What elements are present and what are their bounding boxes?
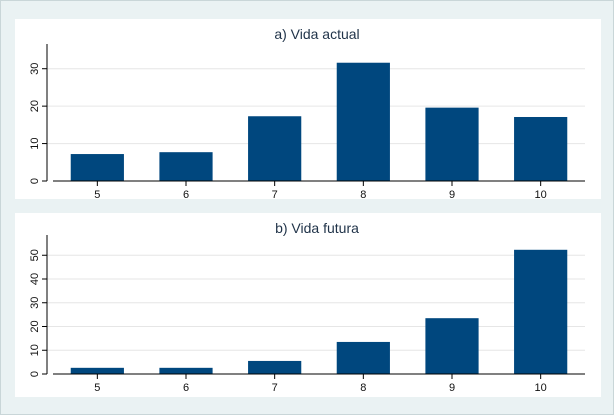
panel-b-title: b) Vida futura xyxy=(275,220,359,236)
panel-a-bar-9 xyxy=(425,107,479,181)
panel-a: a) Vida actual 0 10 20 30 5 6 7 8 9 10 xyxy=(15,19,601,201)
panel-b-background xyxy=(15,213,601,397)
panel-b-y-tick-label: 30 xyxy=(29,297,41,309)
panel-a-y-tick-label: 10 xyxy=(29,137,41,149)
panel-b-bar-5 xyxy=(70,367,124,374)
panel-b-x-tick-label: 9 xyxy=(449,382,455,394)
panel-a-bar-10 xyxy=(514,116,568,181)
panel-b-bar-8 xyxy=(336,341,390,374)
panel-a-x-tick-label: 8 xyxy=(360,189,366,201)
panel-b-bars xyxy=(70,249,568,374)
panel-a-x-tick-label: 7 xyxy=(272,189,278,201)
panel-a-title: a) Vida actual xyxy=(274,26,359,42)
panel-b-x-tick-label: 5 xyxy=(94,382,100,394)
panel-b-y-tick-label: 20 xyxy=(29,320,41,332)
panel-b-gridlines xyxy=(47,254,585,351)
panel-b-x-tick-label: 10 xyxy=(535,382,547,394)
panel-a-x-tick-label: 5 xyxy=(94,189,100,201)
panel-a-bars xyxy=(70,62,568,181)
panel-a-x-tick-label: 10 xyxy=(535,189,547,201)
panel-b-bar-7 xyxy=(248,360,302,374)
panel-b-x-tick-label: 7 xyxy=(272,382,278,394)
panel-a-bar-5 xyxy=(70,154,124,181)
panel-a-x-tick-label: 9 xyxy=(449,189,455,201)
panel-b-bar-9 xyxy=(425,318,479,374)
panel-b-bar-10 xyxy=(514,249,568,374)
panel-a-y-tick-label: 0 xyxy=(29,178,41,184)
panel-b-bar-6 xyxy=(159,367,213,374)
panel-b: b) Vida futura 0 10 20 30 40 50 5 6 7 8 9 10 xyxy=(15,213,601,397)
panel-a-y-tick-label: 20 xyxy=(29,100,41,112)
panel-b-y-tick-label: 40 xyxy=(29,273,41,285)
panel-a-x-tick-label: 6 xyxy=(183,189,189,201)
panel-b-x-ticks: 5 6 7 8 9 10 xyxy=(94,374,547,394)
panel-a-bar-8 xyxy=(336,62,390,181)
panel-b-y-tick-label: 10 xyxy=(29,344,41,356)
panel-a-gridlines xyxy=(47,68,585,145)
panel-b-y-tick-label: 0 xyxy=(29,371,41,377)
panel-a-bar-7 xyxy=(248,116,302,181)
panel-a-bar-6 xyxy=(159,152,213,181)
panel-a-y-ticks: 0 10 20 30 xyxy=(29,63,47,184)
panel-a-x-ticks: 5 6 7 8 9 10 xyxy=(94,181,547,201)
panel-b-x-tick-label: 6 xyxy=(183,382,189,394)
panel-b-x-tick-label: 8 xyxy=(360,382,366,394)
panel-a-y-tick-label: 30 xyxy=(29,63,41,75)
panel-b-y-tick-label: 50 xyxy=(29,249,41,261)
panel-b-y-ticks: 0 10 20 30 40 50 xyxy=(29,249,47,377)
